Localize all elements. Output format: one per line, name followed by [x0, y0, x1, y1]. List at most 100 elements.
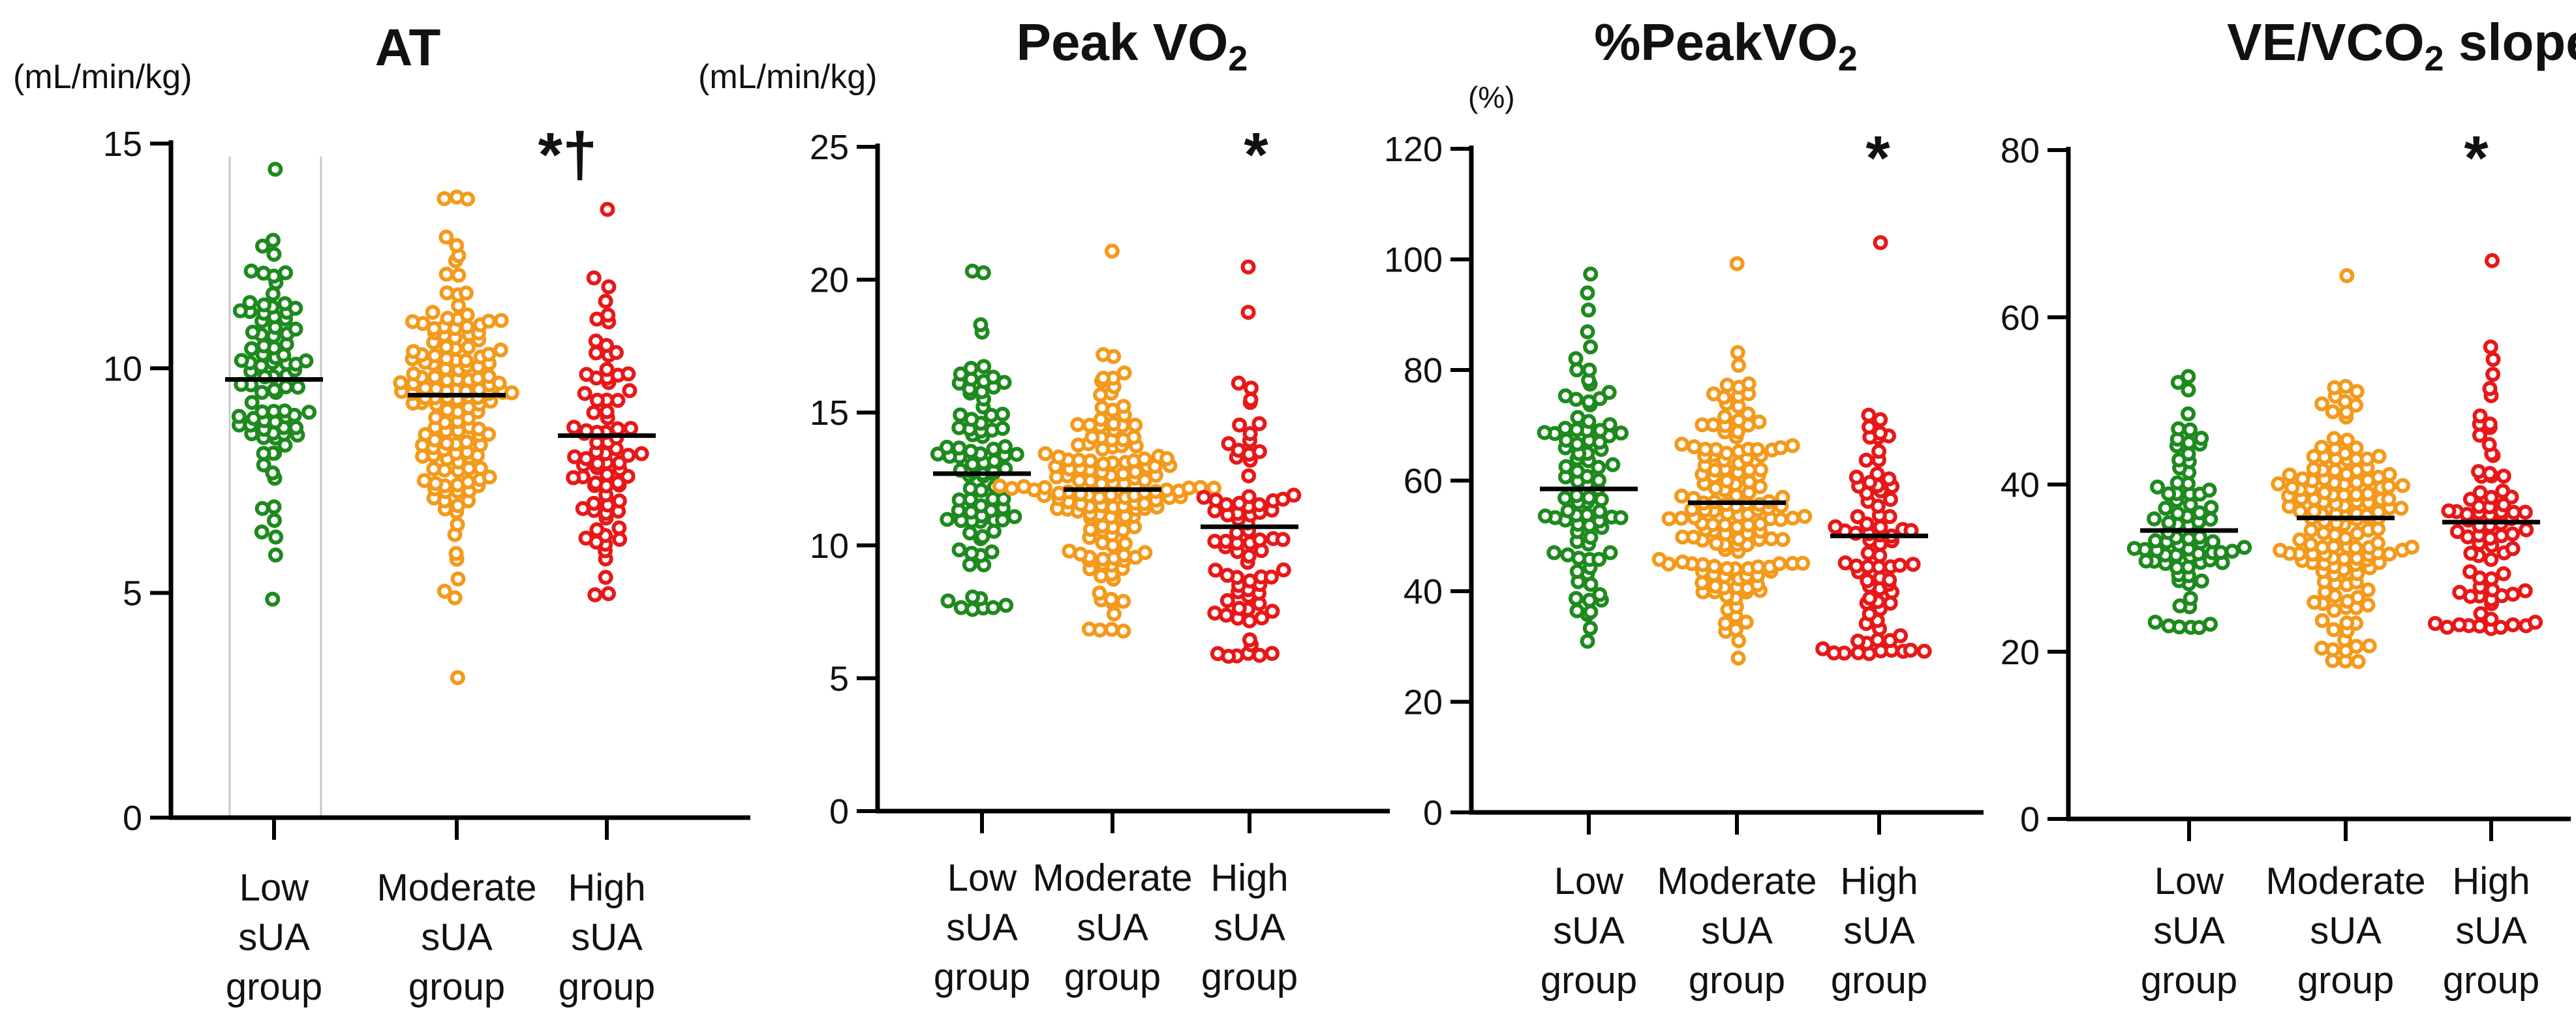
data-point: [1009, 446, 1024, 462]
data-point: [2170, 506, 2186, 521]
data-point: [1580, 285, 1595, 301]
data-point: [589, 522, 605, 538]
data-point: [265, 465, 281, 481]
data-point: [2349, 384, 2365, 399]
data-point: [964, 264, 980, 279]
data-point: [2482, 416, 2498, 432]
data-point: [994, 421, 1010, 437]
data-point: [2314, 439, 2329, 455]
x-tick-label: group: [934, 956, 1030, 998]
data-point: [2449, 524, 2465, 540]
data-point: [2327, 380, 2342, 395]
data-point: [1095, 551, 1111, 567]
data-point: [1860, 559, 1876, 574]
data-point: [491, 375, 507, 391]
data-point: [973, 317, 989, 333]
data-point: [2348, 440, 2364, 455]
data-point: [2482, 466, 2498, 482]
data-point: [2183, 591, 2198, 606]
chart-panel-2: Peak VO2 (mL/min/kg) 0 5 10 15 20 25 Low sUA group…: [698, 13, 1390, 998]
data-point: [1231, 495, 1247, 511]
data-point: [1605, 457, 1621, 472]
data-point: [2517, 504, 2533, 520]
x-tick-label: Moderate: [376, 867, 536, 909]
chart-title-subscript: 2: [1838, 39, 1858, 78]
data-point: [1004, 481, 1020, 497]
y-tick-label: 60: [2001, 298, 2040, 337]
y-tick-label: 5: [829, 659, 849, 698]
data-point: [1016, 479, 1032, 495]
data-point: [1707, 559, 1723, 574]
data-point: [1785, 438, 1800, 454]
data-point: [426, 321, 442, 337]
data-point: [2307, 504, 2322, 519]
data-point: [2327, 463, 2343, 478]
data-point: [2462, 491, 2478, 507]
data-point: [2381, 478, 2397, 494]
data-point: [2161, 486, 2177, 502]
data-point: [2194, 573, 2209, 589]
data-point: [418, 427, 433, 442]
data-point: [2404, 539, 2420, 555]
x-tick-label: group: [1689, 959, 1785, 1002]
data-point: [438, 266, 454, 282]
data-point: [1275, 532, 1291, 547]
data-point: [278, 265, 294, 281]
data-point: [425, 305, 440, 320]
x-tick-label: group: [559, 966, 655, 1008]
data-point: [2472, 570, 2487, 586]
data-point: [566, 470, 581, 485]
x-tick-label: sUA: [421, 916, 493, 959]
data-point: [1674, 437, 1690, 452]
data-point: [1850, 509, 1865, 525]
data-point: [1583, 604, 1599, 620]
data-point: [2271, 476, 2286, 492]
data-point: [1240, 259, 1256, 275]
data-point: [986, 441, 1002, 457]
data-point: [256, 297, 272, 313]
chart-title-suffix: slope: [2444, 13, 2576, 71]
data-point: [1232, 417, 1248, 433]
chart-title-subscript: 2: [1228, 39, 1248, 78]
data-point: [439, 285, 455, 301]
data-point: [2306, 461, 2322, 477]
data-point: [621, 448, 636, 463]
data-point: [2472, 485, 2488, 500]
data-point: [1116, 623, 1131, 639]
data-point: [1583, 339, 1599, 355]
data-point: [256, 457, 271, 472]
data-point: [2192, 505, 2207, 521]
data-point: [471, 421, 487, 437]
data-point: [1717, 409, 1732, 425]
data-point: [1785, 510, 1801, 526]
data-point: [481, 369, 497, 384]
y-tick-label: 5: [123, 574, 142, 613]
data-point: [974, 498, 989, 514]
chart-title: VE/VCO2 slope: [2227, 13, 2576, 78]
chart-title: %PeakVO2: [1594, 13, 1858, 78]
data-point: [1265, 604, 1280, 619]
data-point: [2339, 615, 2355, 631]
data-point: [1731, 358, 1747, 373]
data-point: [995, 512, 1011, 528]
data-point: [611, 520, 627, 536]
data-point: [1242, 613, 1257, 628]
data-point: [2192, 529, 2207, 545]
data-point: [2483, 571, 2499, 587]
data-point: [2517, 583, 2533, 598]
data-point: [1051, 449, 1067, 465]
data-point: [1252, 532, 1268, 547]
data-point: [482, 469, 497, 485]
x-tick-label: Low: [1554, 860, 1625, 902]
y-tick-label: 80: [2001, 131, 2040, 170]
data-point: [256, 446, 271, 461]
data-point: [2395, 478, 2410, 493]
data-point: [1251, 497, 1267, 512]
data-point: [1557, 490, 1573, 506]
data-point: [1558, 459, 1574, 474]
data-point: [985, 369, 1001, 385]
data-point: [1882, 572, 1897, 588]
data-point: [997, 439, 1013, 454]
data-point: [1560, 503, 1576, 519]
